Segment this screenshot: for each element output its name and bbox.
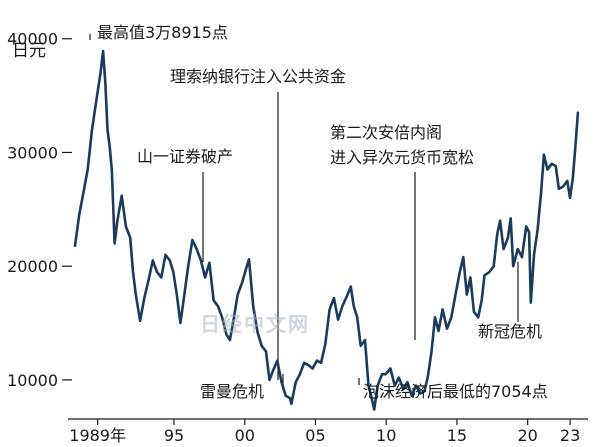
- x-tick-label: 00: [235, 426, 255, 445]
- watermark: 日经中文网: [200, 312, 310, 336]
- x-tick-label: 95: [164, 426, 184, 445]
- annotation-abe-line1: 第二次安倍内阁: [330, 123, 442, 142]
- annotation-leaders: [89, 34, 519, 385]
- x-tick-label: 1989年: [69, 426, 126, 445]
- annotation-bubble-low: 泡沫经济后最低的7054点: [363, 382, 548, 401]
- annotation-covid: 新冠危机: [478, 322, 542, 341]
- annotation-resona: 理索纳银行注入公共资金: [170, 67, 346, 86]
- y-tick-label: 40000: [7, 30, 58, 49]
- x-tick-label: 15: [447, 426, 467, 445]
- x-tick-label: 23: [560, 426, 580, 445]
- x-tick-label: 10: [376, 426, 396, 445]
- x-axis: 1989年 95 00 05 10 15 20 23: [68, 418, 588, 445]
- annotation-peak: 最高值3万8915点: [97, 23, 228, 42]
- nikkei-series-line: [73, 49, 580, 411]
- annotation-lehman: 雷曼危机: [200, 382, 264, 401]
- y-tick-label: 20000: [7, 257, 58, 276]
- y-tick-label: 30000: [7, 143, 58, 162]
- annotation-yamaichi: 山一证券破产: [137, 147, 233, 166]
- annotations: 最高值3万8915点 理索纳银行注入公共资金 山一证券破产 第二次安倍内阁 进入…: [97, 23, 548, 401]
- y-axis: 10000 20000 30000 40000: [7, 30, 72, 390]
- y-tick-label: 10000: [7, 371, 58, 390]
- x-tick-label: 20: [517, 426, 537, 445]
- x-tick-label: 05: [305, 426, 325, 445]
- y-axis-unit-label: 日元: [12, 41, 46, 61]
- annotation-abe-line2: 进入异次元货币宽松: [330, 148, 474, 167]
